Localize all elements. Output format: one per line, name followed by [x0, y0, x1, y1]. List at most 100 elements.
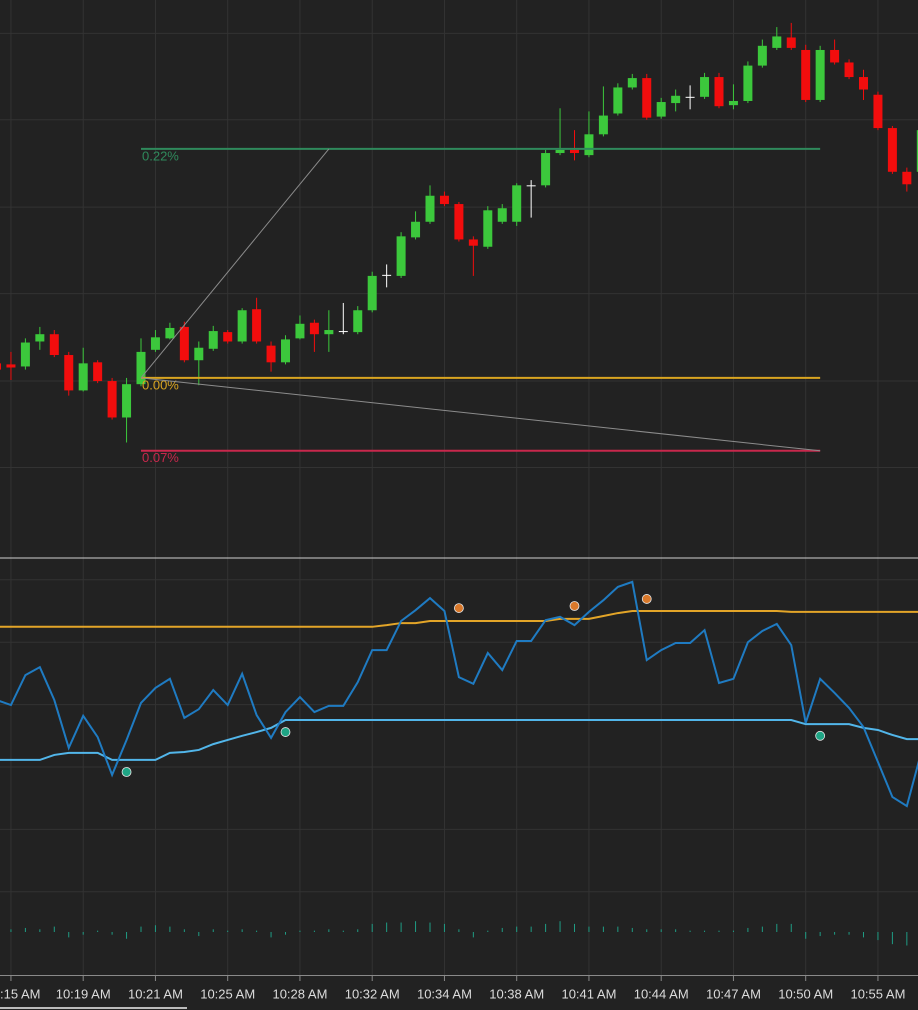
x-tick-label: 10:32 AM — [345, 986, 400, 1001]
candle-body — [526, 185, 536, 187]
candle-body — [584, 134, 594, 156]
histogram-bar — [241, 929, 243, 932]
x-tick-label: 10:41 AM — [561, 986, 616, 1001]
histogram-bar — [10, 929, 12, 932]
histogram-bar — [906, 932, 908, 946]
histogram-bar — [299, 930, 301, 932]
histogram-bar — [68, 932, 70, 938]
candle-body — [887, 128, 897, 172]
candle-body — [411, 221, 421, 238]
histogram-bar — [371, 923, 373, 932]
candle-body — [815, 49, 825, 100]
candle-body — [685, 96, 695, 98]
x-tick-label: 10:21 AM — [128, 986, 183, 1001]
candle-body — [873, 94, 883, 129]
candle-body — [656, 102, 666, 117]
candle-body — [642, 78, 652, 118]
candle-body — [627, 78, 637, 88]
histogram-bar — [602, 926, 604, 932]
histogram-bar — [805, 932, 807, 939]
histogram-bar — [761, 926, 763, 932]
histogram-bar — [415, 921, 417, 932]
candle-body — [338, 331, 348, 333]
candle-body — [844, 62, 854, 78]
histogram-bar — [429, 922, 431, 932]
histogram-bar — [545, 923, 547, 932]
histogram-bar — [126, 932, 128, 939]
candle-body — [179, 326, 189, 361]
candle-body — [671, 95, 681, 104]
candle-body — [223, 332, 233, 342]
candle-body — [309, 322, 319, 335]
candle-body — [830, 49, 840, 63]
candle-body — [6, 364, 16, 368]
histogram-bar — [617, 926, 619, 932]
histogram-bar — [256, 930, 258, 932]
candle-body — [801, 49, 811, 100]
histogram-bar — [53, 926, 55, 932]
candle-body — [728, 100, 738, 106]
histogram-bar — [819, 932, 821, 937]
candle-body — [786, 37, 796, 48]
candle-body — [136, 351, 146, 385]
candle-body — [483, 210, 493, 247]
histogram-bar — [183, 929, 185, 932]
histogram-bar — [891, 932, 893, 945]
candle-body — [324, 330, 334, 335]
candle-body — [295, 323, 305, 339]
histogram-bar — [458, 929, 460, 932]
candle-body — [281, 339, 290, 363]
histogram-bar — [863, 932, 864, 938]
candle-body — [425, 195, 435, 222]
candle-body — [757, 45, 767, 66]
candle-body — [468, 239, 478, 246]
candle-body — [208, 331, 218, 349]
histogram-bar — [588, 926, 590, 932]
candle-body — [743, 65, 753, 101]
indicator-line — [0, 610, 918, 628]
histogram-bar — [472, 932, 474, 938]
candle-body — [35, 334, 45, 342]
x-tick-label: 10:47 AM — [706, 986, 761, 1001]
candle-body — [700, 77, 710, 97]
histogram-bar — [169, 926, 171, 932]
histogram-bar — [877, 932, 879, 941]
x-tick-label: 10:28 AM — [272, 986, 327, 1001]
histogram-bar — [675, 929, 677, 932]
candle-body — [454, 204, 464, 240]
candle-body — [439, 195, 449, 205]
histogram-bar — [313, 930, 315, 932]
histogram-bar — [97, 930, 99, 932]
x-tick-label: :15 AM — [0, 986, 40, 1001]
candle-body — [859, 77, 868, 90]
histogram-bar — [140, 926, 142, 932]
signal-dot — [641, 594, 652, 604]
histogram-bar — [386, 922, 388, 932]
histogram-bar — [732, 930, 734, 932]
histogram-bar — [443, 923, 445, 932]
trend-line — [140, 148, 330, 379]
histogram-bar — [154, 925, 156, 932]
histogram-bar — [501, 927, 503, 932]
histogram-bar — [285, 932, 286, 935]
candle-body — [49, 334, 59, 356]
candle-body — [916, 130, 918, 172]
histogram-bar — [357, 929, 359, 932]
histogram-bar — [400, 922, 402, 932]
candle-body — [64, 355, 74, 391]
x-tick-label: 10:55 AM — [850, 986, 905, 1001]
histogram-bar — [631, 927, 633, 932]
histogram-bar — [776, 923, 778, 932]
signal-dot — [280, 727, 291, 737]
histogram-bar — [24, 927, 26, 932]
x-tick-label: 10:34 AM — [417, 986, 472, 1001]
candle-body — [714, 77, 724, 107]
candle-body — [78, 363, 88, 391]
candle-body — [20, 342, 30, 367]
candle-body — [396, 236, 406, 276]
histogram-bar — [574, 923, 575, 932]
candle-body — [902, 171, 912, 185]
signal-dot — [453, 603, 464, 613]
